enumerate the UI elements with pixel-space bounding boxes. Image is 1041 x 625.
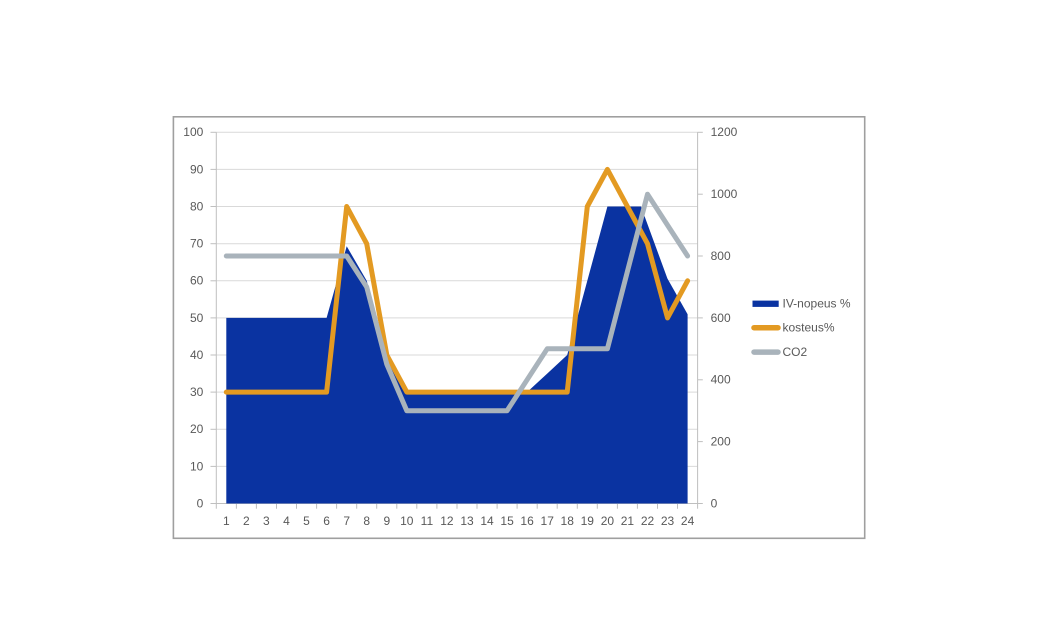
svg-text:21: 21	[621, 514, 635, 528]
svg-text:800: 800	[711, 249, 731, 263]
svg-text:5: 5	[303, 514, 310, 528]
svg-text:8: 8	[363, 514, 370, 528]
svg-text:24: 24	[681, 514, 695, 528]
svg-text:15: 15	[500, 514, 514, 528]
svg-text:40: 40	[190, 348, 204, 362]
svg-text:0: 0	[197, 496, 204, 510]
svg-text:20: 20	[190, 422, 204, 436]
svg-text:CO2: CO2	[783, 345, 808, 359]
svg-text:12: 12	[440, 514, 454, 528]
svg-text:23: 23	[661, 514, 675, 528]
svg-text:10: 10	[190, 459, 204, 473]
svg-text:70: 70	[190, 237, 204, 251]
svg-text:200: 200	[711, 435, 731, 449]
svg-text:19: 19	[581, 514, 595, 528]
svg-text:17: 17	[541, 514, 555, 528]
svg-text:1: 1	[223, 514, 230, 528]
svg-text:9: 9	[383, 514, 390, 528]
svg-text:100: 100	[183, 125, 203, 139]
svg-text:22: 22	[641, 514, 655, 528]
svg-text:14: 14	[480, 514, 494, 528]
svg-text:90: 90	[190, 162, 204, 176]
svg-text:13: 13	[460, 514, 474, 528]
svg-text:1200: 1200	[711, 125, 738, 139]
svg-text:400: 400	[711, 373, 731, 387]
svg-text:1000: 1000	[711, 187, 738, 201]
svg-text:30: 30	[190, 385, 204, 399]
svg-text:16: 16	[520, 514, 534, 528]
svg-text:50: 50	[190, 311, 204, 325]
svg-text:0: 0	[711, 496, 718, 510]
svg-text:600: 600	[711, 311, 731, 325]
svg-text:20: 20	[601, 514, 615, 528]
svg-text:2: 2	[243, 514, 250, 528]
svg-text:6: 6	[323, 514, 330, 528]
svg-text:7: 7	[343, 514, 350, 528]
svg-text:80: 80	[190, 199, 204, 213]
svg-text:60: 60	[190, 274, 204, 288]
svg-text:IV-nopeus %: IV-nopeus %	[783, 297, 851, 311]
svg-text:10: 10	[400, 514, 414, 528]
svg-text:18: 18	[561, 514, 575, 528]
svg-text:3: 3	[263, 514, 270, 528]
svg-text:4: 4	[283, 514, 290, 528]
svg-text:11: 11	[421, 514, 434, 528]
svg-text:kosteus%: kosteus%	[783, 321, 835, 335]
